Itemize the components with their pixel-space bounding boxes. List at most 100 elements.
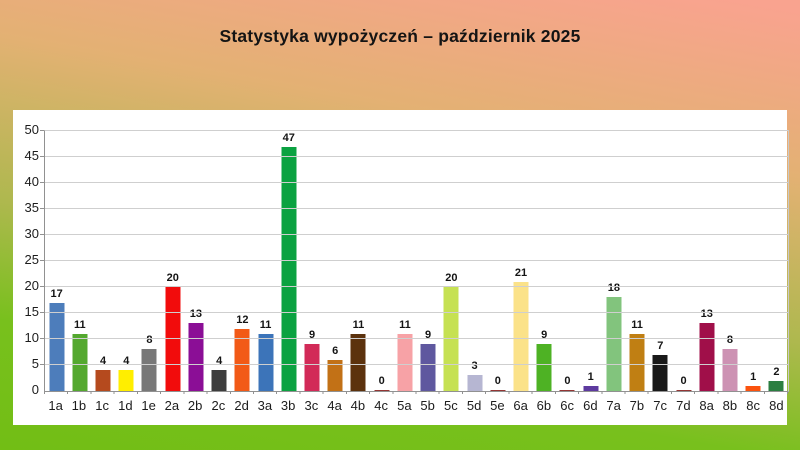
bar-6d [583,385,599,391]
bar-6a [513,281,529,391]
y-axis-label: 35 [24,200,39,215]
x-axis-label-8d: 8d [769,398,784,413]
bar-value-label: 11 [74,318,86,331]
y-tick [40,208,44,209]
bar-value-label: 4 [123,355,130,368]
bar-2d [234,328,250,391]
y-axis-label: 50 [24,122,39,137]
bar-7d [676,389,692,391]
bar-5d [467,375,483,391]
x-axis-label-6a: 6a [513,398,528,413]
bar-slot-8a: 13 [695,131,718,391]
y-tick [40,364,44,365]
gridline [40,338,788,339]
gridline [40,130,788,131]
bar-slot-2d: 12 [231,131,254,391]
bar-value-label: 47 [282,131,295,144]
bar-value-label: 11 [399,318,411,331]
bar-value-label: 0 [378,374,385,387]
bar-7b [629,333,645,391]
bar-slot-5c: 20 [440,131,463,391]
y-tick [40,312,44,313]
bar-value-label: 12 [236,313,249,326]
x-axis-ticks [44,391,788,394]
bar-1d [118,370,134,391]
bar-8c [745,385,761,391]
bar-slot-4a: 6 [324,131,347,391]
bar-5c [443,287,459,391]
bars-container: 17 11 4 4 8 20 13 4 12 11 47 9 6 11 0 11 9 20 3 0 21 9 0 1 18 11 7… [45,131,788,391]
x-axis-label-7c: 7c [653,398,667,413]
bar-slot-2b: 13 [184,131,207,391]
x-axis-label-4c: 4c [374,398,388,413]
bar-3b [281,146,297,391]
x-axis-label-5c: 5c [444,398,458,413]
bar-value-label: 9 [541,329,548,342]
bar-7c [652,354,668,391]
bar-value-label: 21 [514,266,528,279]
bar-slot-3b: 47 [277,131,300,391]
bar-slot-6d: 1 [579,131,602,391]
bar-5e [490,389,506,391]
y-tick [40,234,44,235]
gridline [40,208,788,209]
x-axis-label-8b: 8b [722,398,738,413]
x-axis-label-2c: 2c [211,398,226,413]
bar-slot-4c: 0 [370,131,393,391]
bar-value-label: 1 [587,370,594,383]
y-tick [40,286,44,287]
x-axis-label-7d: 7d [676,398,691,413]
bar-1b [72,333,88,391]
bar-value-label: 7 [657,339,664,352]
bar-slot-5a: 11 [393,131,416,391]
bar-4c [374,389,390,391]
x-axis-label-3b: 3b [280,398,296,413]
bar-slot-6c: 0 [556,131,579,391]
bar-value-label: 2 [773,365,780,378]
x-axis-labels: 1a 1b 1c 1d 1e 2a 2b 2c 2d 3a 3b 3c 4a 4b 4c 5a 5b 5c 5d 5e… [44,398,788,413]
bar-slot-1e: 8 [138,131,161,391]
bar-5a [397,333,413,391]
bar-value-label: 8 [146,334,153,347]
bar-value-label: 1 [750,370,757,383]
bar-slot-7d: 0 [672,131,695,391]
y-axis-label: 45 [24,148,39,163]
x-axis-label-2d: 2d [234,398,249,413]
y-axis-label: 30 [24,226,39,241]
bar-3c [304,344,320,391]
x-axis-label-5b: 5b [420,398,435,413]
bar-value-label: 13 [700,308,713,321]
bar-6c [559,389,575,391]
bar-value-label: 0 [494,374,501,387]
y-axis-label: 0 [31,382,39,397]
bar-8d [768,380,784,391]
gridline [40,234,788,235]
bar-value-label: 11 [259,318,272,331]
y-axis-label: 15 [24,304,39,319]
x-axis-label-1b: 1b [71,398,87,413]
y-tick [40,156,44,157]
gridline [40,156,788,157]
bar-slot-8d: 2 [765,131,788,391]
bar-slot-5e: 0 [486,131,509,391]
bar-1c [95,370,111,391]
bar-slot-5d: 3 [463,131,486,391]
x-axis-label-4b: 4b [350,398,366,413]
bar-value-label: 0 [564,374,571,387]
bar-slot-6a: 21 [509,131,532,391]
y-tick [40,338,44,339]
chart-title: Statystyka wypożyczeń – październik 2025 [219,26,581,46]
bar-value-label: 9 [308,329,316,342]
x-axis-label-3c: 3c [304,398,319,413]
bar-2b [188,323,204,391]
bar-4b [350,333,366,391]
y-tick [40,182,44,183]
x-axis-label-1c: 1c [95,398,109,413]
bar-slot-7a: 18 [602,131,625,391]
bar-1e [141,349,157,391]
bar-5b [420,344,436,391]
bar-slot-2c: 4 [208,131,231,391]
bar-slot-5b: 9 [417,131,440,391]
bar-value-label: 8 [726,334,734,347]
